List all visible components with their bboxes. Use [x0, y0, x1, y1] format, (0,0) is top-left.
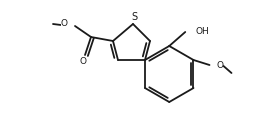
Text: O: O: [61, 18, 68, 27]
Text: O: O: [79, 57, 86, 66]
Text: OH: OH: [195, 26, 208, 35]
Text: O: O: [216, 60, 223, 69]
Text: S: S: [130, 12, 137, 22]
